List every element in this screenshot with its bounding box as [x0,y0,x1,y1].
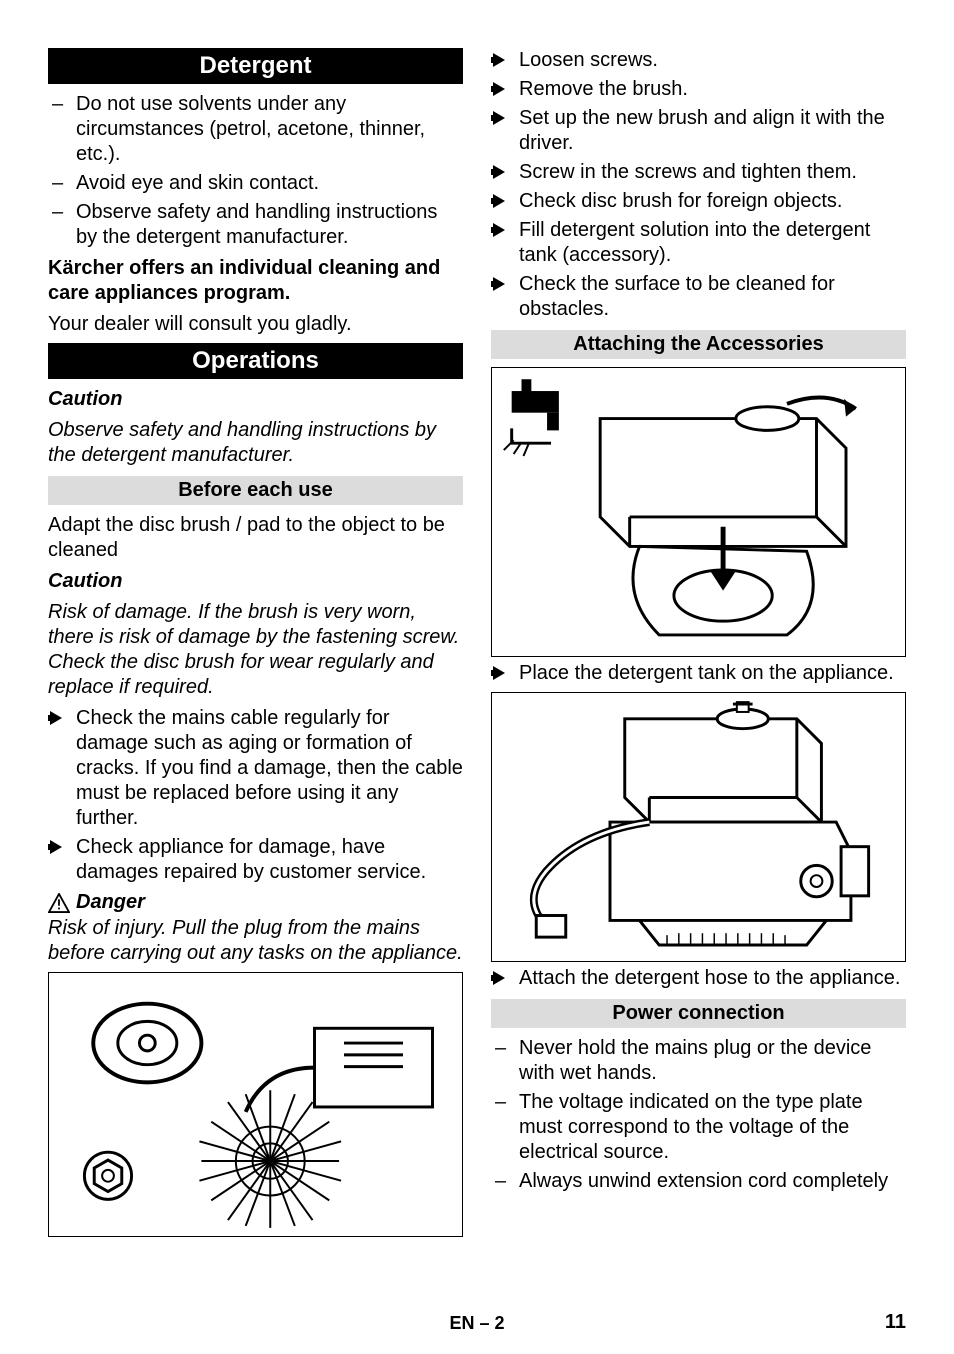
tank-svg-icon [492,368,905,656]
check-list: Check the mains cable regularly for dama… [48,706,463,885]
power-connection-list: Never hold the mains plug or the device … [491,1036,906,1194]
page-number: 11 [885,1311,906,1334]
list-item: Observe safety and handling instructions… [48,200,463,250]
two-column-layout: Detergent Do not use solvents under any … [48,48,906,1241]
list-item: Never hold the mains plug or the device … [491,1036,906,1086]
before-each-use-heading: Before each use [48,476,463,505]
warning-triangle-icon [48,893,70,913]
detergent-heading: Detergent [48,48,463,84]
attaching-accessories-heading: Attaching the Accessories [491,330,906,359]
attach-hose-step: Attach the detergent hose to the applian… [491,966,906,991]
danger-text: Risk of injury. Pull the plug from the m… [48,916,463,966]
list-item: Screw in the screws and tighten them. [491,160,906,185]
danger-label: Danger [76,891,145,914]
brush-svg-icon [49,973,462,1236]
list-item: Do not use solvents under any circumstan… [48,92,463,167]
power-connection-heading: Power connection [491,999,906,1028]
adapt-brush-text: Adapt the disc brush / pad to the object… [48,513,463,563]
list-item: Check the mains cable regularly for dama… [48,706,463,831]
list-item: Check disc brush for foreign objects. [491,189,906,214]
place-tank-step: Place the detergent tank on the applianc… [491,661,906,686]
procedure-steps: Loosen screws. Remove the brush. Set up … [491,48,906,322]
operations-heading: Operations [48,343,463,379]
karcher-program-text: Kärcher offers an individual cleaning an… [48,256,463,306]
list-item: Check appliance for damage, have damages… [48,835,463,885]
caution-label: Caution [48,569,463,594]
list-item: Attach the detergent hose to the applian… [491,966,906,991]
caution-label: Caution [48,387,463,412]
danger-row: Danger [48,891,463,914]
caution-text: Observe safety and handling instructions… [48,418,463,468]
hose-svg-icon [492,693,905,961]
list-item: Fill detergent solution into the deterge… [491,218,906,268]
right-column: Loosen screws. Remove the brush. Set up … [491,48,906,1241]
list-item: Loosen screws. [491,48,906,73]
hose-illustration [491,692,906,962]
manual-page: Detergent Do not use solvents under any … [0,0,954,1354]
page-footer-label: EN – 2 [0,1313,954,1334]
list-item: Check the surface to be cleaned for obst… [491,272,906,322]
list-item: Always unwind extension cord completely [491,1169,906,1194]
list-item: The voltage indicated on the type plate … [491,1090,906,1165]
dealer-consult-text: Your dealer will consult you gladly. [48,312,463,337]
list-item: Set up the new brush and align it with t… [491,106,906,156]
list-item: Place the detergent tank on the applianc… [491,661,906,686]
brush-illustration [48,972,463,1237]
caution-text: Risk of damage. If the brush is very wor… [48,600,463,700]
detergent-list: Do not use solvents under any circumstan… [48,92,463,250]
list-item: Avoid eye and skin contact. [48,171,463,196]
tank-illustration [491,367,906,657]
list-item: Remove the brush. [491,77,906,102]
left-column: Detergent Do not use solvents under any … [48,48,463,1241]
